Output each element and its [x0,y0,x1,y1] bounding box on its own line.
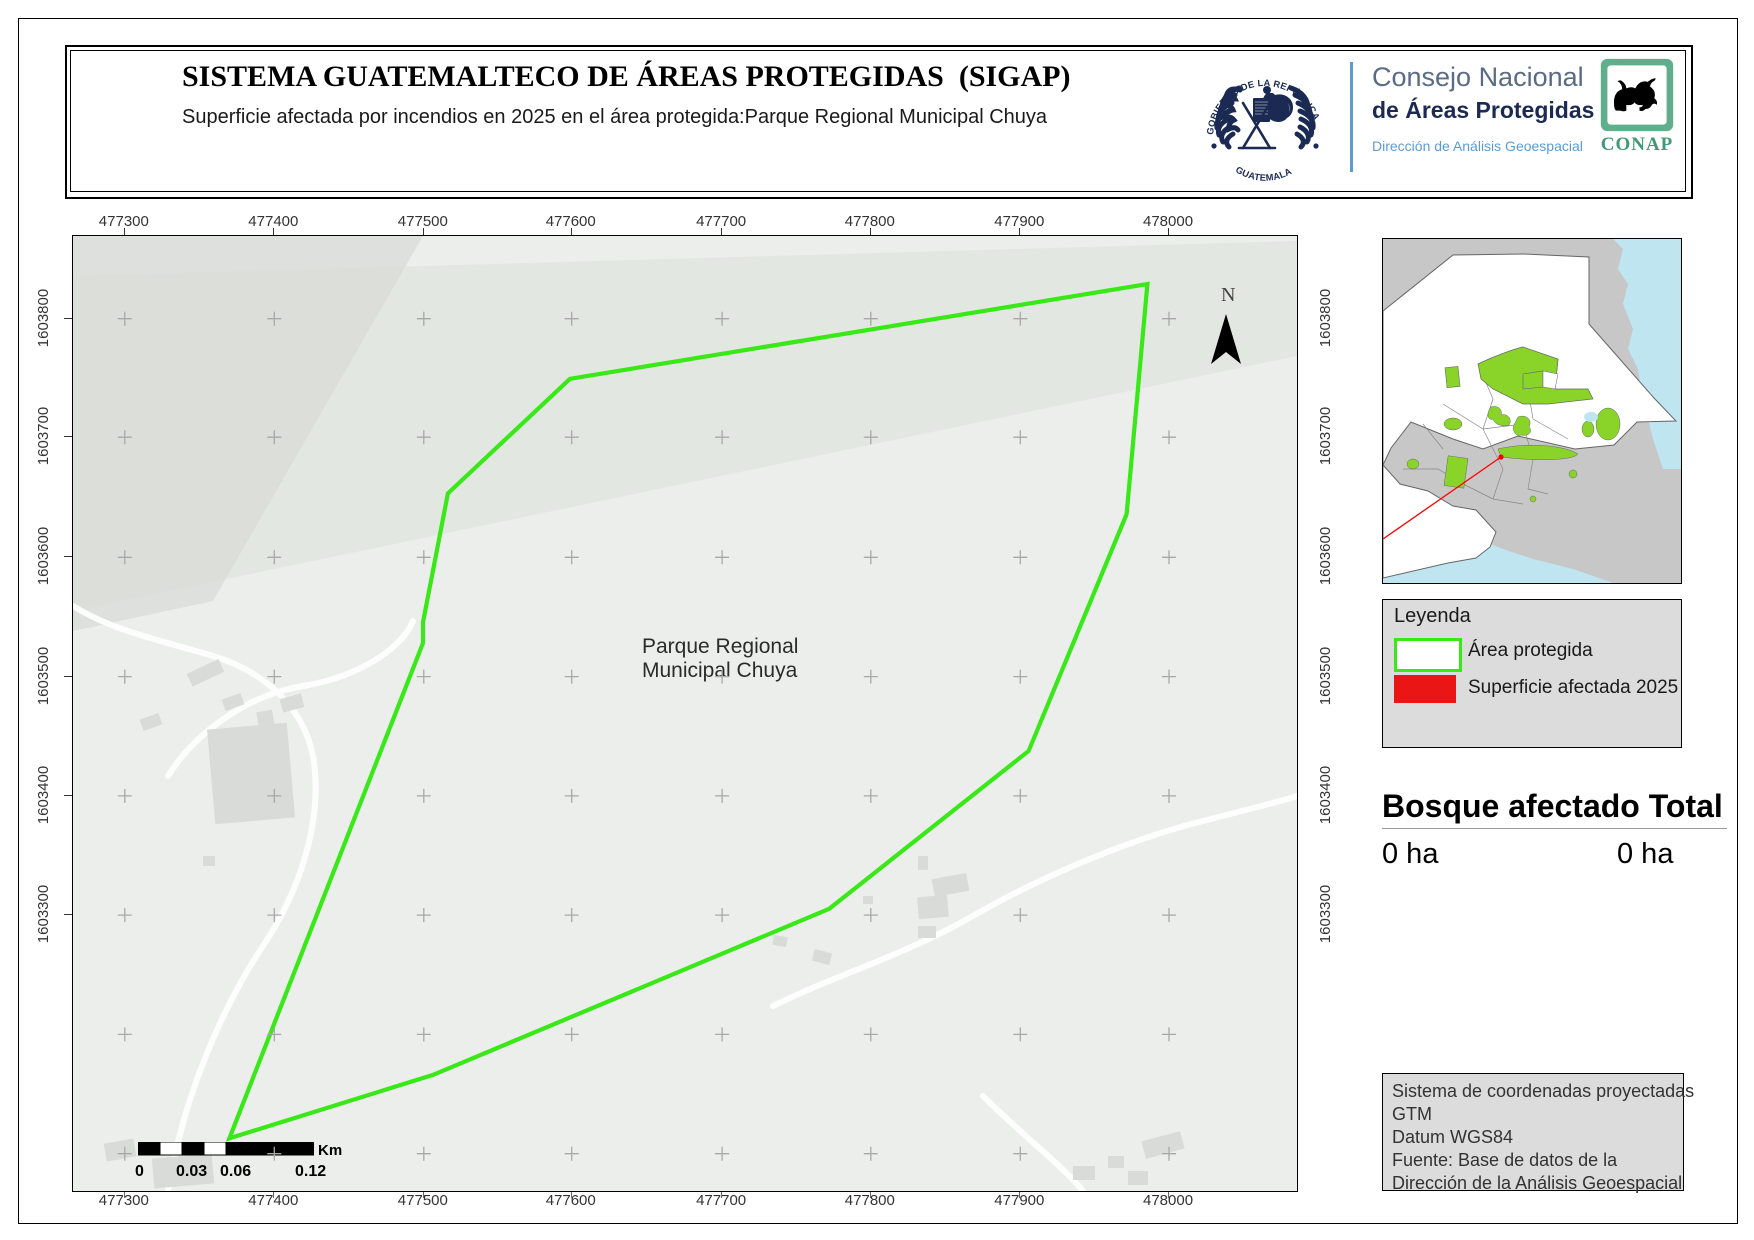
svg-text:GUATEMALA: GUATEMALA [1234,164,1294,182]
